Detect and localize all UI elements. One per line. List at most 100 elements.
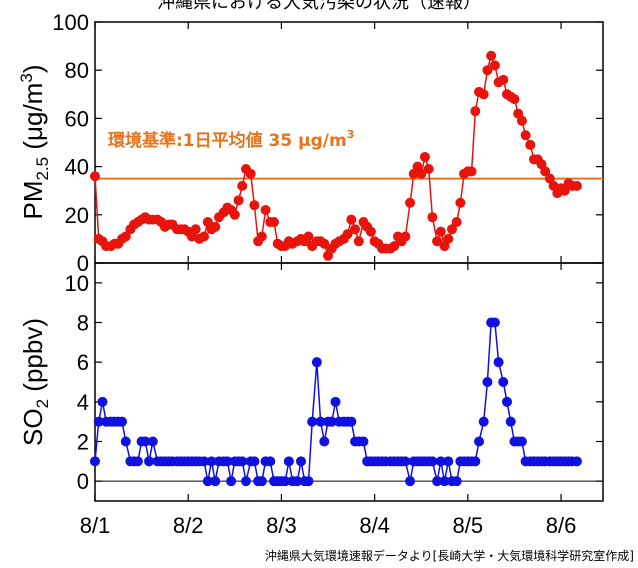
y-tick-label: 20 [65,203,89,228]
data-point [416,168,427,179]
data-point [516,436,527,447]
data-point [358,436,369,447]
x-tick-label: 8/5 [453,513,484,538]
x-tick-label: 8/2 [173,513,204,538]
data-point [451,476,462,487]
data-point [249,200,260,211]
data-point [93,416,104,427]
data-point [283,456,294,467]
data-point [268,217,279,228]
data-point [501,396,512,407]
x-tick-label: 8/3 [266,513,297,538]
y-tick-label: 0 [77,251,89,276]
data-point [571,180,582,191]
y-axis-title: SO2 (ppbv) [18,318,52,446]
data-point [509,94,520,105]
x-tick-label: 8/1 [80,513,111,538]
data-point [482,377,493,387]
data-point [439,476,450,487]
data-point [470,456,481,467]
data-point [498,74,509,85]
data-point [241,476,252,487]
data-point [489,317,500,328]
data-point [210,221,221,232]
data-point [435,456,446,467]
data-point [315,416,326,427]
data-point [405,197,416,208]
data-point [260,204,271,215]
y-tick-label: 10 [65,271,89,296]
data-point [432,476,443,487]
data-point [265,456,276,467]
data-point [427,456,438,467]
data-point [389,241,400,252]
data-point [210,476,221,487]
data-point [525,139,536,150]
data-point [451,217,462,228]
data-point [280,476,291,487]
y-tick-label: 0 [77,469,89,494]
data-point [199,456,210,467]
data-point [498,377,509,387]
data-point [233,195,244,206]
data-point [132,456,143,467]
data-point [222,456,233,467]
data-point [455,197,466,208]
data-point [292,476,303,487]
data-point [229,209,240,220]
data-point [249,456,260,467]
data-point [478,416,489,427]
x-tick-label: 8/4 [359,513,390,538]
data-point [140,436,151,447]
data-point [446,224,457,235]
y-axis-title: PM2.5 (μg/m3) [17,65,52,220]
data-point [303,476,314,487]
data-point [319,436,330,447]
data-point [319,238,330,249]
source-note: 沖縄県大気環境速報データより[長崎大学・大気環境科学研究室作成] [265,548,634,563]
data-point [326,416,337,427]
data-point [400,231,411,242]
y-tick-label: 60 [65,106,89,131]
data-point [346,214,357,225]
y-tick-label: 6 [77,350,89,375]
data-point [350,224,361,235]
data-point [474,436,485,447]
so2-panel: 0 2 4 6 8 10 8/1 8/2 8/3 8/4 8/5 8/6 SO2 (ppbv) [18,262,604,538]
data-point [423,164,434,175]
data-point [199,231,210,242]
pm25-panel: 0 20 40 60 80 100 PM2.5 (μg/m3) 環境基準:1日平均値 35 μ… [17,10,604,276]
data-point [120,436,131,447]
y-tick-label: 80 [65,58,89,83]
data-point [237,180,248,191]
data-point [353,236,364,247]
data-point [435,226,446,237]
chart-title: 沖縄県における大気汚染の状況（速報） [157,0,481,13]
data-point [365,226,376,237]
data-point [144,456,155,467]
data-point [245,168,256,179]
data-point [311,357,322,368]
data-point [256,231,267,242]
data-point [206,456,217,467]
data-point [256,476,267,487]
plot-frame [94,262,604,502]
data-point [90,171,100,182]
x-tick-label: 8/6 [546,513,577,538]
data-point [202,476,213,487]
data-point [346,416,357,427]
data-point [478,89,489,100]
data-point [571,456,582,467]
data-point [237,456,248,467]
y-tick-label: 8 [77,311,89,336]
data-point [120,231,131,242]
data-point [419,151,430,162]
data-point [400,456,411,467]
data-point [427,212,438,223]
data-point [342,229,353,240]
data-point [97,396,108,407]
y-tick-label: 40 [65,155,89,180]
data-point [505,416,516,427]
data-point [516,115,527,126]
